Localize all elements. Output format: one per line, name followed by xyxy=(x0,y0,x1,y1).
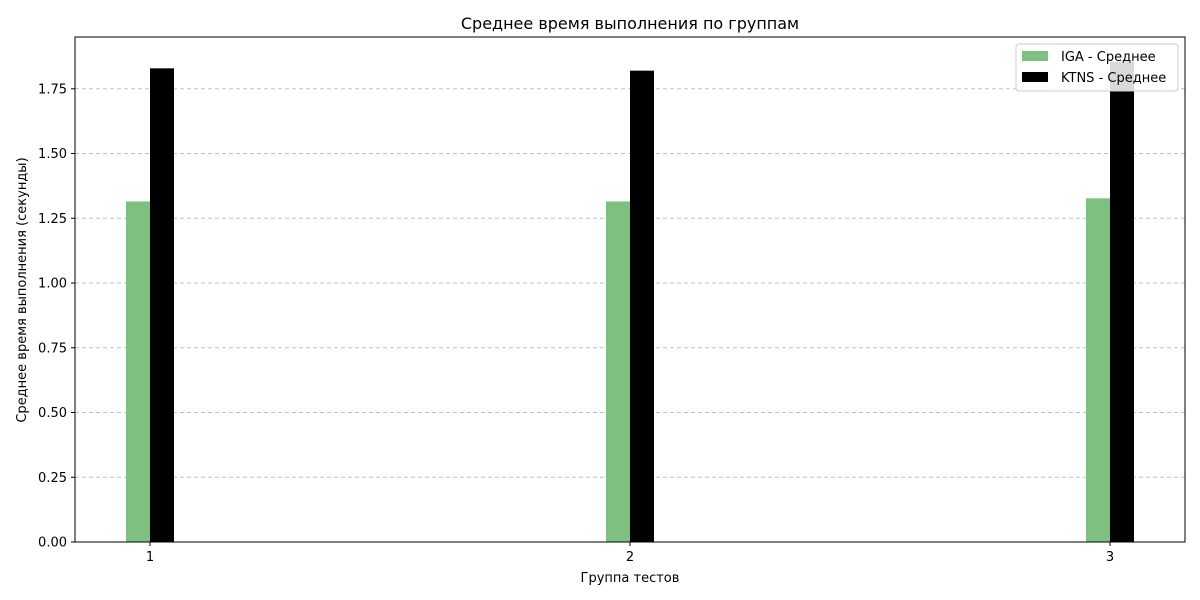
bar-iga-group-2 xyxy=(606,201,630,542)
bar-iga-group-3 xyxy=(1086,198,1110,543)
legend-swatch-ktns xyxy=(1022,72,1048,82)
bars xyxy=(126,61,1134,543)
legend-label-iga: IGA - Среднее xyxy=(1061,50,1156,65)
legend-box xyxy=(1015,43,1179,92)
y-tick-label: 1.00 xyxy=(38,277,67,292)
y-tick-label: 0.50 xyxy=(38,406,67,421)
x-axis-label: Группа тестов xyxy=(581,571,680,586)
y-tick-label: 0.25 xyxy=(38,471,67,486)
y-axis-ticks: 0.00 0.25 0.50 0.75 1.00 1.25 1.50 1.75 xyxy=(38,82,75,551)
y-tick-label: 0.00 xyxy=(38,536,67,551)
legend-label-ktns: KTNS - Среднее xyxy=(1061,71,1166,86)
legend-swatch-iga xyxy=(1022,51,1048,61)
y-tick-label: 1.50 xyxy=(38,147,67,162)
y-tick-label: 1.75 xyxy=(38,82,67,97)
x-axis-ticks: 1 2 3 xyxy=(146,542,1114,565)
y-tick-label: 0.75 xyxy=(38,341,67,356)
bar-ktns-group-1 xyxy=(150,68,174,542)
bar-ktns-group-3 xyxy=(1110,61,1134,542)
legend: IGA - Среднее KTNS - Среднее xyxy=(1015,43,1179,92)
x-tick-label: 2 xyxy=(626,550,634,565)
bar-iga-group-1 xyxy=(126,201,150,542)
bar-ktns-group-2 xyxy=(630,70,654,543)
y-axis-label: Среднее время выполнения (секунды) xyxy=(15,157,30,422)
plot-frame xyxy=(74,36,1186,543)
chart-title: Среднее время выполнения по группам xyxy=(461,14,799,33)
y-tick-label: 1.25 xyxy=(38,212,67,227)
x-tick-label: 3 xyxy=(1106,550,1114,565)
x-tick-label: 1 xyxy=(146,550,154,565)
